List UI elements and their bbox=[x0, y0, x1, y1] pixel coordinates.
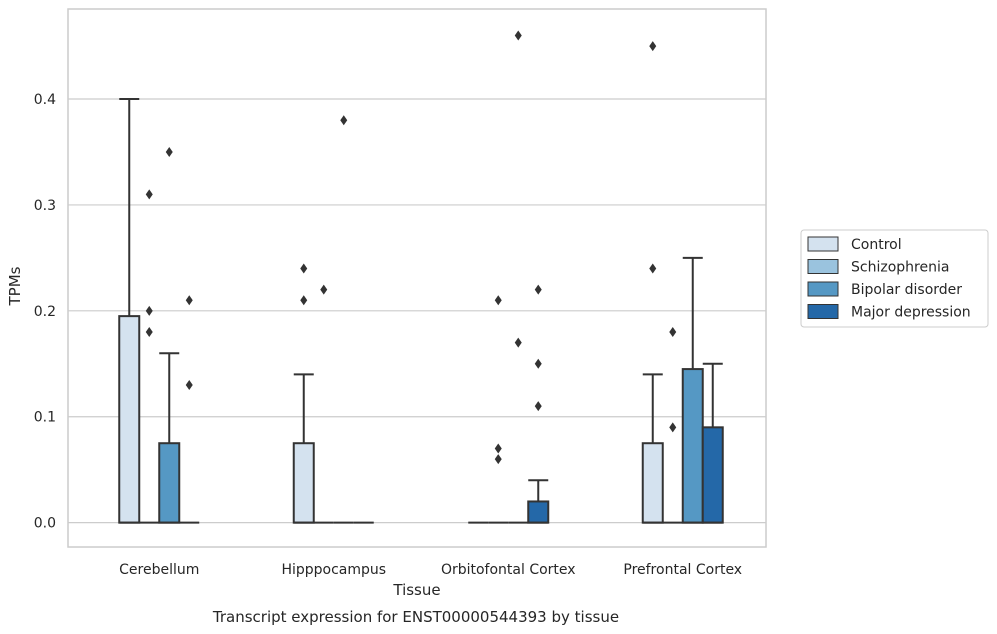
box-schizophrenia bbox=[488, 295, 509, 524]
outlier-point bbox=[514, 30, 522, 41]
outlier-point bbox=[494, 443, 502, 454]
y-tick-label: 0.0 bbox=[34, 516, 56, 532]
legend-label: Schizophrenia bbox=[851, 260, 949, 276]
y-tick-label: 0.4 bbox=[34, 92, 56, 108]
x-axis-ticks: Cerebellum Hipppocampus Orbitofontal Corte… bbox=[119, 562, 742, 578]
box-body bbox=[527, 500, 550, 524]
outlier-point bbox=[494, 295, 502, 306]
outlier-point bbox=[300, 263, 308, 274]
x-axis-label: Tissue bbox=[392, 581, 440, 599]
outlier-point bbox=[300, 295, 308, 306]
box-control bbox=[641, 41, 664, 524]
box-body bbox=[118, 315, 141, 524]
legend-label: Control bbox=[851, 237, 902, 253]
outlier-point bbox=[185, 295, 193, 306]
outlier-point bbox=[649, 263, 657, 274]
box-body bbox=[158, 442, 181, 524]
outlier-point bbox=[145, 189, 153, 200]
legend-label: Bipolar disorder bbox=[851, 282, 962, 298]
box-body bbox=[641, 442, 664, 524]
chart-caption: Transcript expression for ENST0000054439… bbox=[212, 608, 619, 626]
legend-swatch bbox=[807, 259, 839, 274]
box-bipolar-disorder bbox=[681, 256, 704, 524]
outlier-point bbox=[534, 284, 542, 295]
x-tick-label: Cerebellum bbox=[119, 562, 199, 578]
legend-swatch bbox=[807, 281, 839, 297]
outlier-point bbox=[514, 337, 522, 348]
outlier-point bbox=[340, 115, 348, 126]
box-body bbox=[701, 426, 724, 524]
legend-frame bbox=[800, 229, 989, 328]
y-tick-label: 0.2 bbox=[34, 304, 56, 320]
box-schizophrenia bbox=[139, 189, 160, 524]
outlier-point bbox=[145, 327, 153, 338]
box-schizophrenia bbox=[313, 284, 334, 524]
outlier-point bbox=[494, 454, 502, 465]
outlier-point bbox=[145, 305, 153, 316]
plot-frame bbox=[67, 8, 767, 548]
box-body bbox=[681, 368, 704, 524]
box-major-depression bbox=[179, 295, 200, 524]
legend-swatch bbox=[807, 304, 839, 319]
legend: Control Schizophrenia Bipolar disorder Majo… bbox=[800, 229, 989, 328]
box-major-depression bbox=[701, 362, 724, 524]
y-tick-label: 0.1 bbox=[34, 410, 56, 426]
box-bipolar-disorder bbox=[508, 30, 529, 524]
outlier-point bbox=[534, 401, 542, 412]
x-tick-label: Orbitofontal Cortex bbox=[441, 562, 576, 578]
box-major-depression bbox=[527, 284, 550, 524]
box-control bbox=[118, 98, 141, 524]
y-tick-label: 0.3 bbox=[34, 198, 56, 214]
y-axis-ticks: 0.0 0.1 0.2 0.3 0.4 bbox=[34, 92, 56, 532]
outlier-point bbox=[165, 146, 173, 157]
box-marks bbox=[118, 30, 724, 524]
box-schizophrenia bbox=[662, 327, 683, 524]
outlier-point bbox=[669, 422, 677, 433]
x-tick-label: Prefrontal Cortex bbox=[623, 562, 742, 578]
legend-label: Major depression bbox=[851, 305, 971, 321]
box-bipolar-disorder bbox=[158, 146, 181, 524]
box-bipolar-disorder bbox=[333, 115, 354, 524]
outlier-point bbox=[185, 379, 193, 390]
box-control bbox=[292, 263, 315, 524]
legend-swatch bbox=[807, 236, 839, 252]
y-axis-label: TPMs bbox=[6, 266, 24, 306]
outlier-point bbox=[669, 327, 677, 338]
x-tick-label: Hipppocampus bbox=[281, 562, 386, 578]
outlier-point bbox=[534, 358, 542, 369]
box-body bbox=[292, 442, 315, 524]
outlier-point bbox=[320, 284, 328, 295]
outlier-point bbox=[649, 41, 657, 52]
